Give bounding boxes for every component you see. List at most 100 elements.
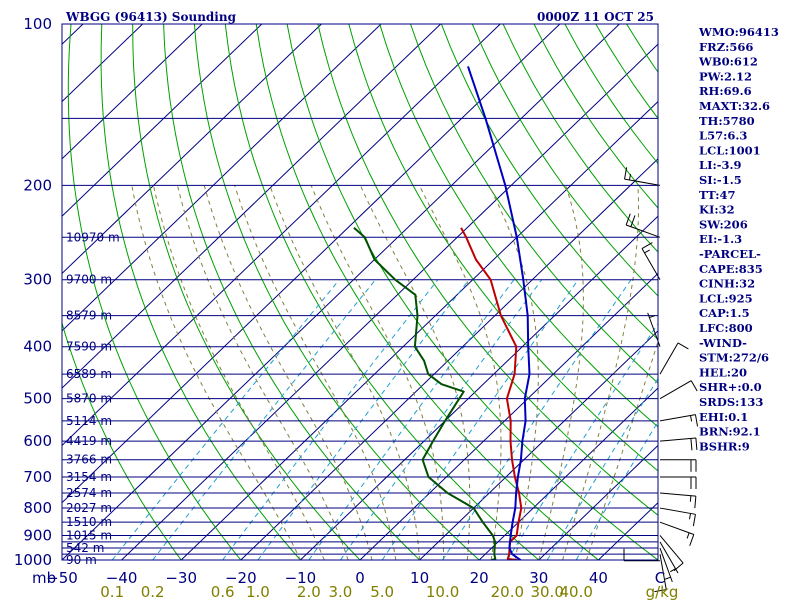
sounding-index: CAP:1.5 — [699, 306, 750, 320]
temperature-tick-label: −30 — [165, 569, 197, 587]
wind-barb-staff — [659, 554, 667, 590]
wind-barb-half-flag — [688, 513, 692, 520]
wind-barb-staff — [659, 437, 696, 442]
wind-barb-staff — [659, 507, 696, 515]
wind-barb-flag — [690, 380, 698, 392]
temperature-tick-label: 20 — [470, 569, 489, 587]
isotherm-line — [121, 43, 658, 560]
sounding-index: RH:69.6 — [699, 84, 752, 98]
sounding-index: LCL:925 — [699, 291, 753, 305]
wind-barb — [659, 507, 696, 527]
wind-barb-half-flag — [689, 495, 692, 502]
height-labels: 10970 m 9700 m 8579 m 7590 m 6589 m 5870 m 511… — [66, 230, 120, 567]
wind-barb-half-flag — [649, 315, 656, 319]
isotherm-line — [62, 24, 620, 560]
wind-barb — [624, 167, 661, 186]
wind-barb-staff — [659, 535, 684, 564]
sounding-index: HEL:20 — [699, 365, 747, 379]
wind-barb — [659, 342, 689, 375]
sounding-index: CAPE:835 — [699, 262, 763, 276]
sounding-indices: WMO:96413FRZ:566WB0:612PW:2.12RH:69.6MAX… — [698, 25, 779, 453]
sounding-index: TT:47 — [699, 188, 736, 202]
isotherm-line — [62, 24, 441, 389]
wind-barb-flag — [695, 437, 698, 450]
temperature-tick-label: −20 — [225, 569, 257, 587]
sounding-index: STM:272/6 — [699, 351, 769, 365]
isotherm-line — [62, 24, 203, 160]
wind-barb-flag — [694, 496, 697, 509]
height-label: 4419 m — [66, 434, 112, 448]
wind-barb — [641, 242, 661, 280]
isotherm-line — [419, 330, 658, 560]
wind-barb — [659, 521, 695, 546]
plot-frame — [61, 23, 659, 561]
mixing-ratio-tick-label: 3.0 — [328, 583, 352, 600]
wind-barb — [625, 213, 661, 238]
moist-adiabat — [234, 185, 397, 560]
mixing-ratio-tick-label: 0.2 — [141, 583, 165, 600]
wind-barb-half-flag — [690, 415, 693, 422]
isotherm-line — [300, 215, 658, 560]
height-label: 2027 m — [66, 501, 112, 515]
sounding-time: 0000Z 11 OCT 25 — [537, 10, 654, 24]
temperature-tick-label: −10 — [285, 569, 317, 587]
height-label: 10970 m — [66, 230, 120, 244]
wind-barb — [659, 535, 684, 572]
sounding-index: CINH:32 — [699, 277, 755, 291]
mixing-ratio-tick-label: 10.0 — [426, 583, 459, 600]
wind-barb-half-flag — [628, 173, 632, 181]
wind-barb-flag — [673, 562, 684, 572]
station-title: WBGG (96413) Sounding — [65, 10, 237, 24]
wind-barb-staff — [659, 414, 696, 422]
moist-adiabat — [359, 185, 471, 560]
wind-barb-flag — [641, 242, 653, 249]
height-label: 542 m — [66, 541, 104, 555]
height-label: 3154 m — [66, 470, 112, 484]
height-label: 3766 m — [66, 453, 112, 467]
pressure-tick-label: 500 — [23, 390, 52, 408]
height-label: 1510 m — [66, 515, 112, 529]
grid-lines — [62, 24, 658, 560]
wind-barb — [659, 492, 697, 509]
height-label: 2574 m — [66, 486, 112, 500]
wind-barb — [659, 541, 679, 574]
y-axis-unit-label: mb — [32, 569, 56, 587]
wind-barb-flag — [694, 414, 699, 427]
wind-barb — [659, 414, 699, 427]
mixing-ratio-line — [222, 279, 439, 560]
pressure-tick-label: 200 — [23, 176, 52, 194]
sounding-index: SHR+:0.0 — [699, 380, 762, 394]
temperature-axis: mb−50 −40 −30 −20 −10 0 10 20 30 40 C — [32, 569, 665, 587]
moist-adiabat — [153, 185, 325, 560]
sounding-index: EI:-1.3 — [699, 232, 742, 246]
sounding-index: SRDS:133 — [699, 395, 763, 409]
wind-barb-half-flag — [686, 532, 690, 539]
wind-barb-staff — [626, 224, 661, 238]
isotherm-line — [62, 24, 561, 504]
wind-barb-flag — [654, 589, 667, 593]
isotherm-line — [62, 24, 263, 217]
wind-barb-flag — [689, 534, 695, 546]
temperature-unit-label: C — [655, 569, 665, 587]
temperature-tick-label: −40 — [106, 569, 138, 587]
wind-barb-staff — [624, 178, 661, 186]
sounding-index: BRN:92.1 — [699, 425, 761, 439]
sounding-index: -WIND- — [699, 336, 747, 350]
moist-adiabat — [586, 339, 658, 560]
pressure-tick-label: 300 — [23, 271, 52, 289]
wind-barb-half-flag — [670, 568, 676, 573]
temperature-tick-label: 10 — [410, 569, 429, 587]
isotherm-line — [62, 24, 382, 332]
sounding-index: WMO:96413 — [698, 25, 779, 39]
mixing-ratio-tick-label: 5.0 — [370, 583, 394, 600]
height-label: 8579 m — [66, 309, 112, 323]
wind-barb — [660, 476, 697, 489]
wind-barb-staff — [659, 547, 673, 583]
wind-barb-half-flag — [664, 576, 671, 580]
pressure-tick-label: 100 — [23, 15, 52, 33]
mixing-ratio-tick-label: 20.0 — [491, 583, 524, 600]
wind-barb-flag — [625, 213, 631, 226]
height-label: 5114 m — [66, 414, 112, 428]
pressure-tick-label: 800 — [23, 499, 52, 517]
